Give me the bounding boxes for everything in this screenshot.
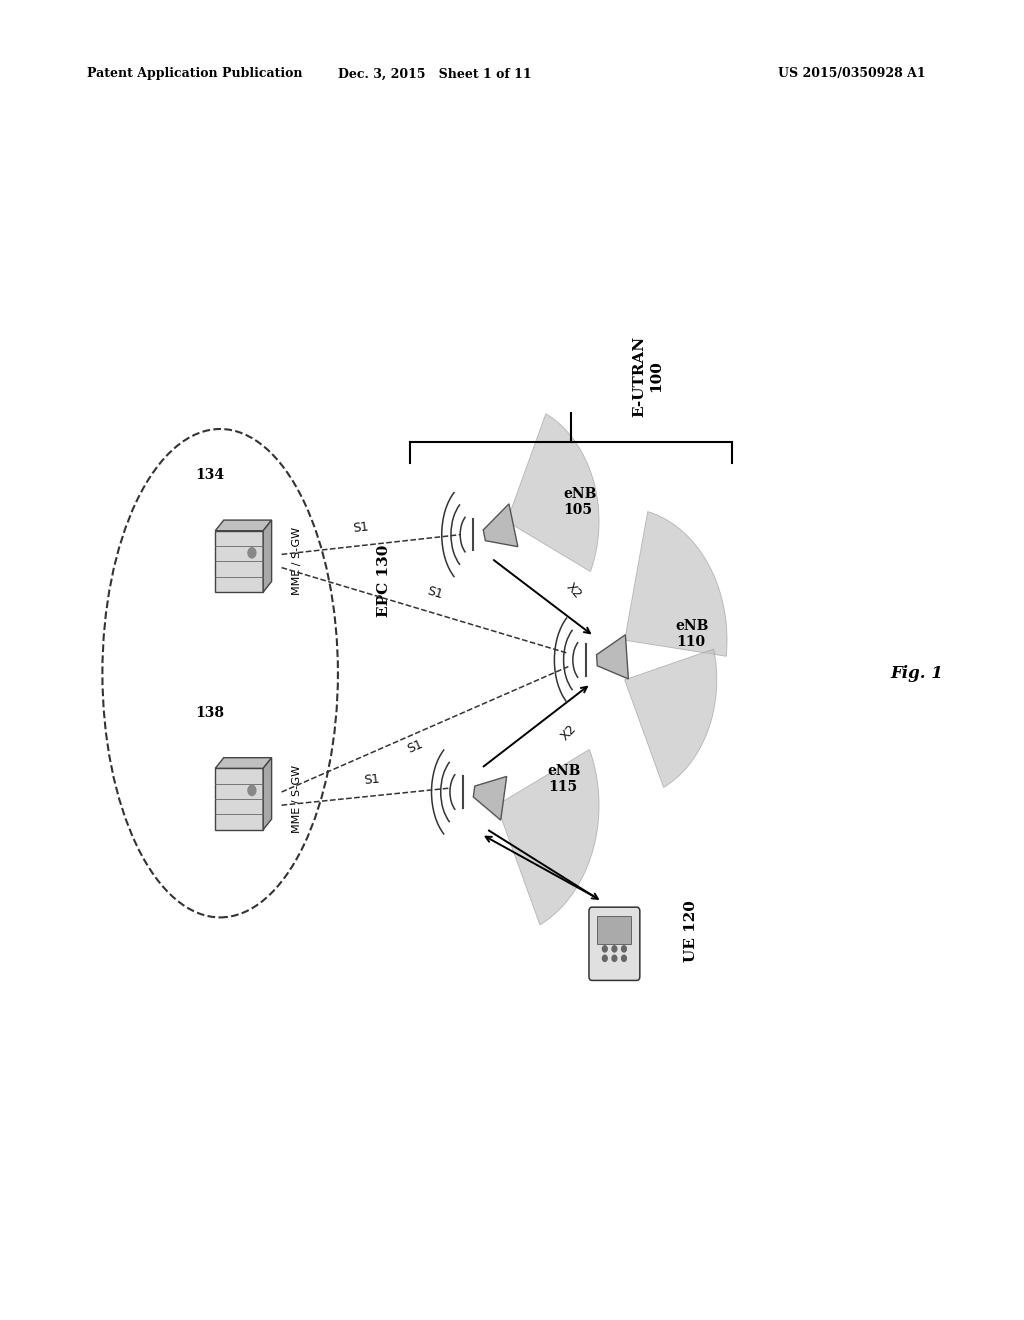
Text: X2: X2: [563, 581, 584, 601]
Circle shape: [612, 956, 616, 961]
FancyBboxPatch shape: [597, 916, 632, 944]
Text: Patent Application Publication: Patent Application Publication: [87, 67, 302, 81]
Polygon shape: [625, 512, 727, 656]
Polygon shape: [263, 758, 271, 830]
Polygon shape: [597, 635, 629, 678]
Text: E-UTRAN
100: E-UTRAN 100: [633, 335, 663, 417]
Polygon shape: [473, 776, 507, 820]
Text: EPC 130: EPC 130: [377, 545, 391, 616]
Text: 134: 134: [196, 469, 224, 482]
Text: Dec. 3, 2015   Sheet 1 of 11: Dec. 3, 2015 Sheet 1 of 11: [338, 67, 532, 81]
Text: eNB
105: eNB 105: [563, 487, 597, 516]
FancyBboxPatch shape: [215, 531, 263, 593]
Text: eNB
110: eNB 110: [676, 619, 710, 648]
Circle shape: [602, 956, 607, 961]
Text: US 2015/0350928 A1: US 2015/0350928 A1: [778, 67, 926, 81]
Circle shape: [248, 548, 256, 558]
Text: UE 120: UE 120: [684, 900, 698, 961]
Circle shape: [612, 946, 616, 952]
Polygon shape: [483, 504, 518, 546]
Text: eNB
115: eNB 115: [548, 764, 582, 793]
FancyBboxPatch shape: [589, 907, 640, 981]
Text: S1: S1: [426, 585, 444, 602]
Text: MME / S-GW: MME / S-GW: [292, 764, 302, 833]
Circle shape: [248, 785, 256, 796]
Circle shape: [602, 946, 607, 952]
Text: Fig. 1: Fig. 1: [890, 665, 943, 681]
Polygon shape: [625, 649, 717, 788]
Polygon shape: [497, 750, 599, 925]
FancyBboxPatch shape: [215, 768, 263, 830]
Polygon shape: [215, 520, 271, 531]
Circle shape: [622, 946, 627, 952]
Text: S1: S1: [352, 520, 370, 535]
Text: MME / S-GW: MME / S-GW: [292, 527, 302, 595]
Text: S1: S1: [362, 772, 380, 787]
Text: 138: 138: [196, 706, 224, 719]
Polygon shape: [263, 520, 271, 593]
Text: X2: X2: [558, 722, 579, 743]
Circle shape: [622, 956, 627, 961]
Polygon shape: [507, 413, 599, 572]
Polygon shape: [215, 758, 271, 768]
Text: S1: S1: [404, 738, 425, 755]
